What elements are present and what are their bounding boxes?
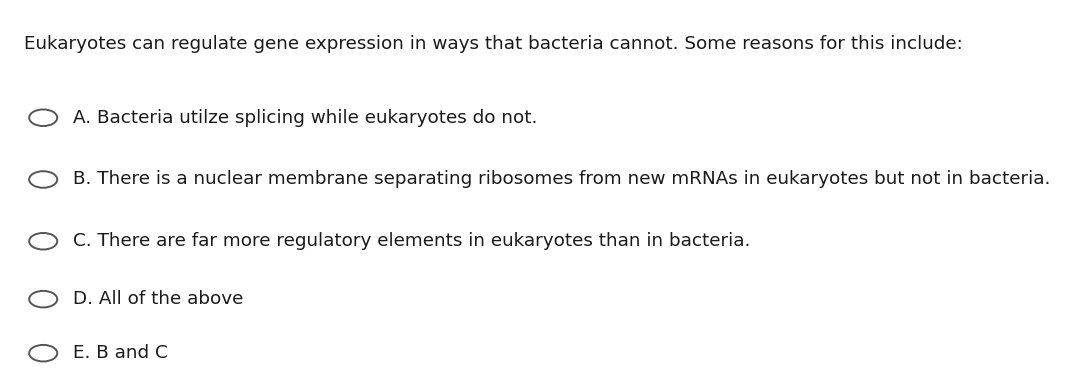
Text: A. Bacteria utilze splicing while eukaryotes do not.: A. Bacteria utilze splicing while eukary… (73, 109, 538, 127)
Text: D. All of the above: D. All of the above (73, 290, 244, 308)
Text: E. B and C: E. B and C (73, 344, 168, 362)
Text: C. There are far more regulatory elements in eukaryotes than in bacteria.: C. There are far more regulatory element… (73, 232, 751, 250)
Text: Eukaryotes can regulate gene expression in ways that bacteria cannot. Some reaso: Eukaryotes can regulate gene expression … (24, 36, 962, 53)
Text: B. There is a nuclear membrane separating ribosomes from new mRNAs in eukaryotes: B. There is a nuclear membrane separatin… (73, 171, 1051, 188)
